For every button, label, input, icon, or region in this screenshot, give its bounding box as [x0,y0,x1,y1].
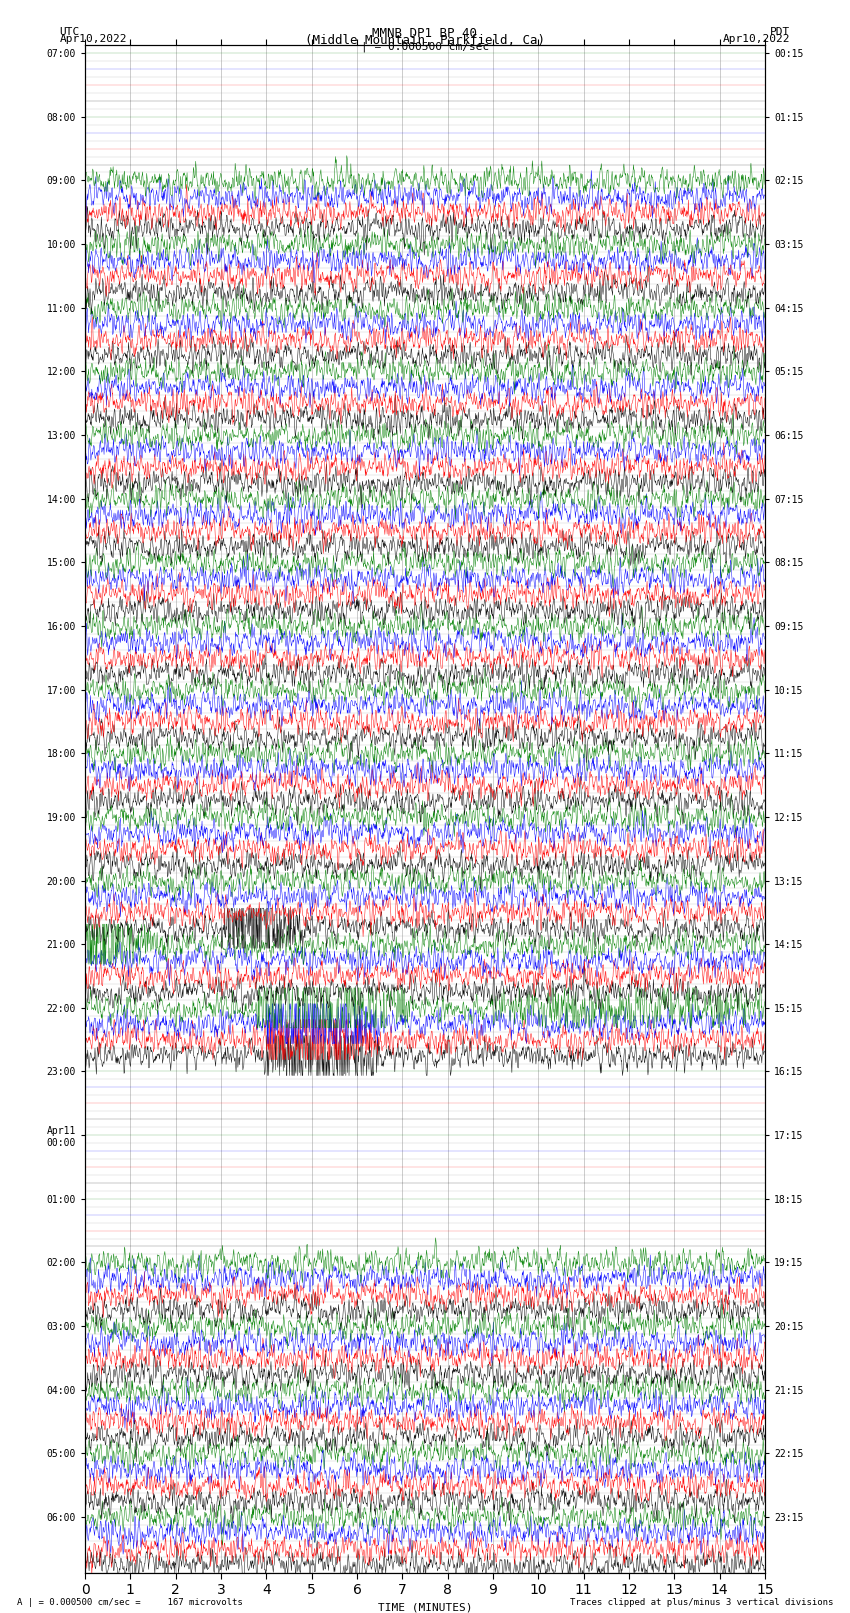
Text: PDT: PDT [770,27,790,37]
Text: Apr10,2022: Apr10,2022 [723,34,791,44]
Text: A | = 0.000500 cm/sec =     167 microvolts: A | = 0.000500 cm/sec = 167 microvolts [17,1597,243,1607]
Text: MMNB DP1 BP 40: MMNB DP1 BP 40 [372,27,478,40]
Text: UTC: UTC [60,27,80,37]
Text: | = 0.000500 cm/sec: | = 0.000500 cm/sec [361,42,489,53]
Text: Traces clipped at plus/minus 3 vertical divisions: Traces clipped at plus/minus 3 vertical … [570,1597,833,1607]
Text: (Middle Mountain, Parkfield, Ca): (Middle Mountain, Parkfield, Ca) [305,34,545,47]
Text: Apr10,2022: Apr10,2022 [60,34,127,44]
X-axis label: TIME (MINUTES): TIME (MINUTES) [377,1603,473,1613]
